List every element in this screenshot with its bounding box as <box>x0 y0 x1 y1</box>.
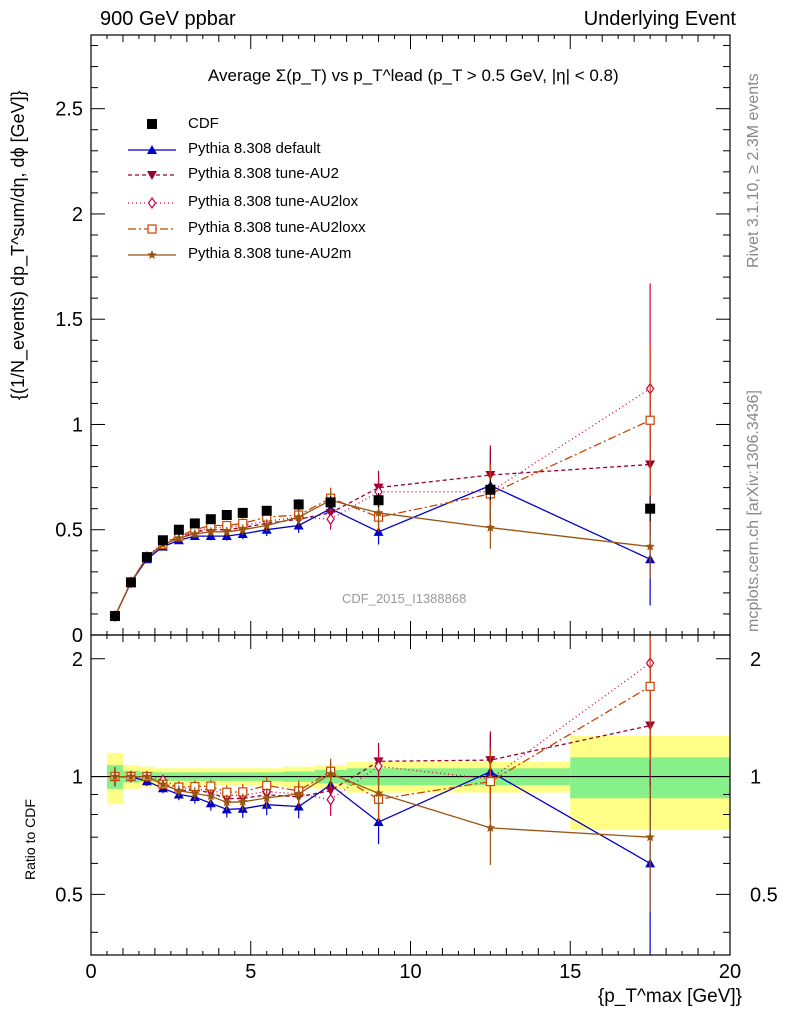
series-2-ratio-point <box>326 793 335 806</box>
series-3-ratio-point <box>645 681 655 691</box>
y-tick-label: 2.5 <box>55 99 83 121</box>
ratio-y-axis-label: Ratio to CDF <box>22 799 38 880</box>
series-4-ratio-point <box>645 832 655 842</box>
ratio-y-tick-label-right: 1 <box>750 767 761 789</box>
series-4-ratio-point <box>126 771 136 781</box>
series-4-point <box>206 526 216 536</box>
x-axis-label: {p_T^max [GeV]} <box>597 986 742 1007</box>
series-4-ratio-point <box>174 785 184 795</box>
legend-marker-series-3 <box>147 224 157 234</box>
data-point <box>237 507 248 518</box>
series-3-ratio-point <box>262 780 272 791</box>
watermark: CDF_2015_I1388868 <box>342 591 467 606</box>
series-4-ratio-point <box>262 793 272 803</box>
series-4-point <box>174 533 184 543</box>
data-point <box>221 510 232 520</box>
series-4-ratio-point <box>206 791 216 801</box>
x-tick-label: 0 <box>85 961 96 983</box>
legend-label-au2: Pythia 8.308 tune-AU2 <box>188 165 339 182</box>
legend-marker-series-4 <box>147 250 157 259</box>
ratio-y-tick-label-right: 0.5 <box>750 884 778 906</box>
series-4-point <box>485 522 496 532</box>
legend-label-default: Pythia 8.308 default <box>188 140 321 157</box>
x-tick-label: 15 <box>559 961 581 983</box>
series-4-point <box>262 520 272 530</box>
series-4-point <box>645 541 655 551</box>
ratio-y-tick-label-right: 2 <box>750 649 761 671</box>
data-point <box>205 514 216 525</box>
series-2-point <box>326 513 335 526</box>
data-point <box>485 484 496 495</box>
series-2-line <box>114 388 651 617</box>
series-4-ratio-point <box>373 788 384 798</box>
x-tick-label: 10 <box>399 961 421 983</box>
y-tick-label: 2 <box>72 204 83 226</box>
legend-label-au2m: Pythia 8.308 tune-AU2m <box>188 245 352 262</box>
series-4-point <box>238 524 248 534</box>
series-4-ratio-point <box>485 822 496 832</box>
series-4-ratio-point <box>190 788 200 798</box>
ratio-y-tick-label: 2 <box>72 649 83 671</box>
x-tick-label: 20 <box>719 961 741 983</box>
data-point <box>261 505 272 516</box>
data-point <box>157 535 168 546</box>
series-4-ratio-point <box>222 797 232 807</box>
ratio-y-tick-label: 1 <box>72 767 83 789</box>
ratio-y-tick-label: 0.5 <box>55 884 83 906</box>
series-4-point <box>190 528 200 538</box>
data-point <box>645 503 656 514</box>
legend-marker-series-0 <box>147 145 157 154</box>
mcplots-label: mcplots.cern.ch [arXiv:1306.3436] <box>745 390 762 632</box>
data-point <box>293 499 304 510</box>
y-tick-label: 0.5 <box>55 520 83 542</box>
legend-label-au2lox: Pythia 8.308 tune-AU2lox <box>188 193 359 210</box>
legend-label-data: CDF <box>188 115 219 132</box>
series-4-ratio-point <box>110 771 120 781</box>
series-4-ratio-point <box>158 779 168 789</box>
series-4-ratio-point <box>293 788 304 798</box>
y-tick-label: 1 <box>72 414 83 436</box>
legend-label-au2loxx: Pythia 8.308 tune-AU2loxx <box>188 219 366 236</box>
data-point <box>325 497 336 508</box>
series-4-point <box>222 526 232 536</box>
chart-title: Average Σ(p_T) vs p_T^lead (p_T > 0.5 Ge… <box>208 66 619 85</box>
series-3-ratio-point <box>206 781 216 791</box>
y-axis-label: {(1/N_events) dp_T^sum/dη, dϕ [GeV]} <box>8 90 28 400</box>
data-point <box>109 611 120 622</box>
data-point <box>141 552 152 563</box>
data-point <box>373 495 384 506</box>
y-tick-label: 1.5 <box>55 309 83 331</box>
series-4-ratio-point <box>238 796 248 806</box>
series-4-point <box>293 512 304 522</box>
data-point <box>173 524 184 535</box>
x-tick-label: 5 <box>245 961 256 983</box>
rivet-label: Rivet 3.1.10, ≥ 2.3M events <box>745 73 762 268</box>
series-4-point <box>373 507 384 517</box>
legend-marker-series-1 <box>147 171 157 180</box>
data-point <box>125 577 136 588</box>
series-3-ratio-point <box>485 776 495 787</box>
data-point <box>189 518 200 529</box>
legend-marker-data <box>147 119 157 129</box>
header-left: 900 GeV ppbar <box>100 8 236 30</box>
y-tick-label: 0 <box>72 625 83 647</box>
header-right: Underlying Event <box>583 8 736 30</box>
legend-marker-series-2 <box>147 196 157 210</box>
series-4-ratio-point <box>142 771 152 781</box>
series-4-ratio-point <box>325 768 336 778</box>
series-3-point <box>645 415 655 425</box>
series-2-ratio-point <box>374 760 383 773</box>
